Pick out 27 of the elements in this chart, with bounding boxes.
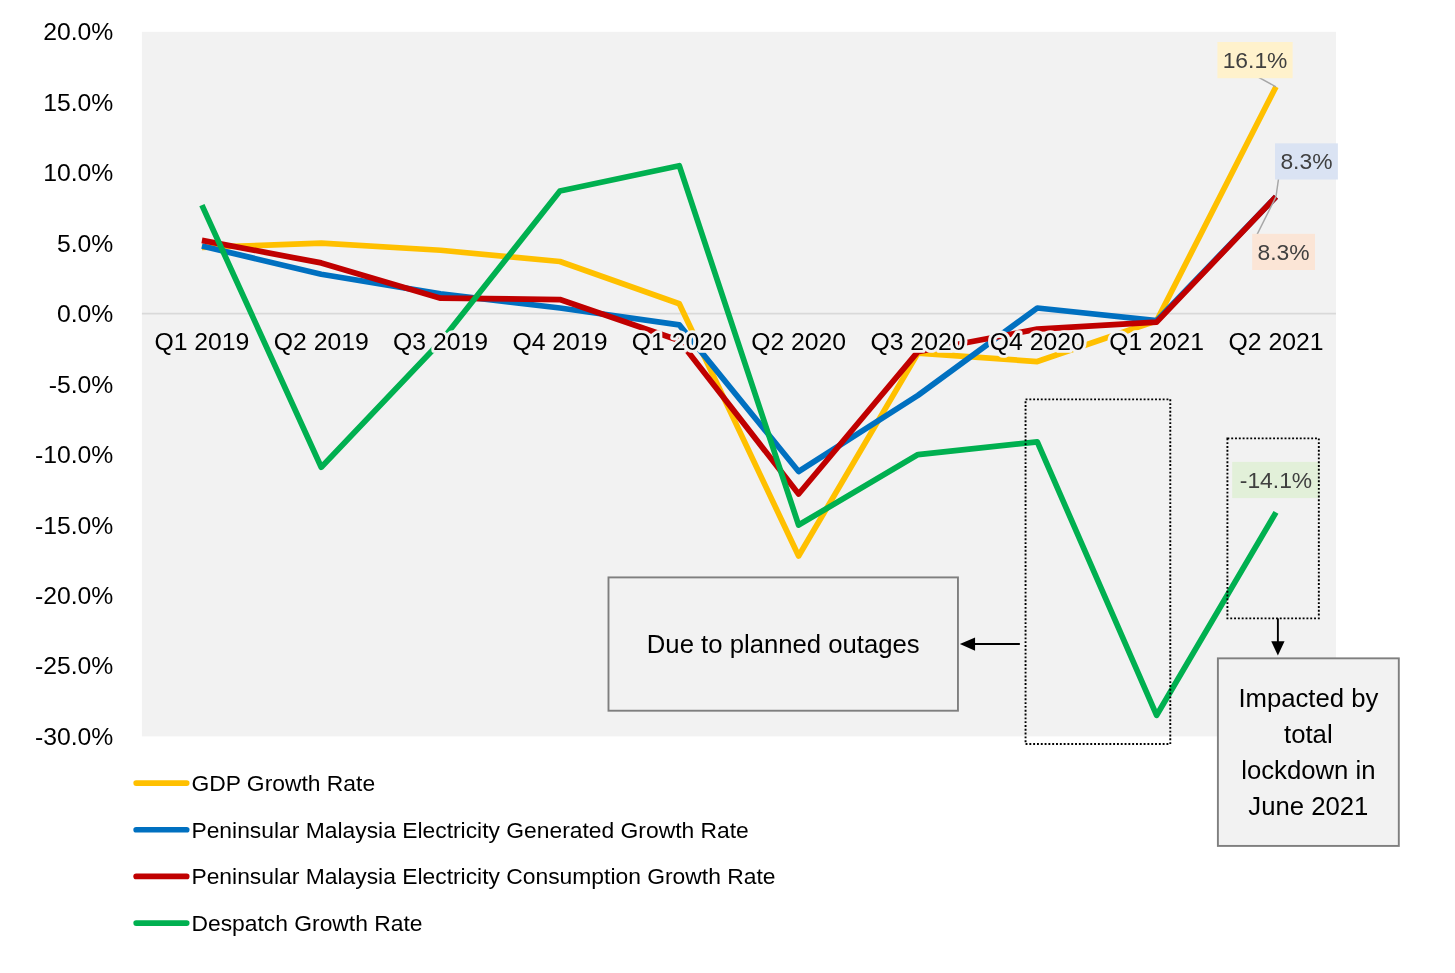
y-tick-label: -20.0%	[34, 582, 114, 609]
legend-label: GDP Growth Rate	[191, 770, 376, 797]
y-tick-label: 5.0%	[56, 229, 114, 257]
y-tick-label: -25.0%	[34, 652, 114, 680]
y-tick-label: -5.0%	[48, 370, 114, 398]
y-tick-label: -10.0%	[34, 441, 114, 469]
y-tick-label: 15.0%	[43, 88, 114, 116]
x-tick-label: Q4 2019	[512, 327, 608, 355]
annotation: Due to planned outages	[646, 630, 920, 659]
legend-label: Peninsular Malaysia Electricity Generated Growth Rate	[191, 816, 749, 843]
x-tick-label: Q2 2019	[273, 327, 369, 355]
data-label: -14.1%	[1239, 466, 1313, 493]
y-tick-label: -30.0%	[34, 722, 114, 750]
y-tick-label: 20.0%	[43, 18, 114, 46]
x-tick-label: Q1 2021	[1109, 327, 1205, 355]
legend-label: Despatch Growth Rate	[191, 910, 423, 937]
data-label: 8.3%	[1257, 238, 1310, 265]
x-tick-label: Q1 2019	[154, 327, 250, 355]
legend-label: Peninsular Malaysia Electricity Consumption Growth Rate	[191, 863, 776, 890]
y-tick-label: 0.0%	[56, 300, 114, 328]
data-label: 8.3%	[1280, 148, 1333, 175]
x-tick-label: Q2 2020	[751, 327, 847, 355]
y-tick-label: 10.0%	[43, 159, 114, 187]
data-label: 16.1%	[1222, 47, 1288, 74]
x-tick-label: Q2 2021	[1228, 327, 1324, 355]
y-tick-label: -15.0%	[34, 511, 114, 539]
annotation: Impacted by total lockdown in June 2021	[1238, 683, 1379, 821]
